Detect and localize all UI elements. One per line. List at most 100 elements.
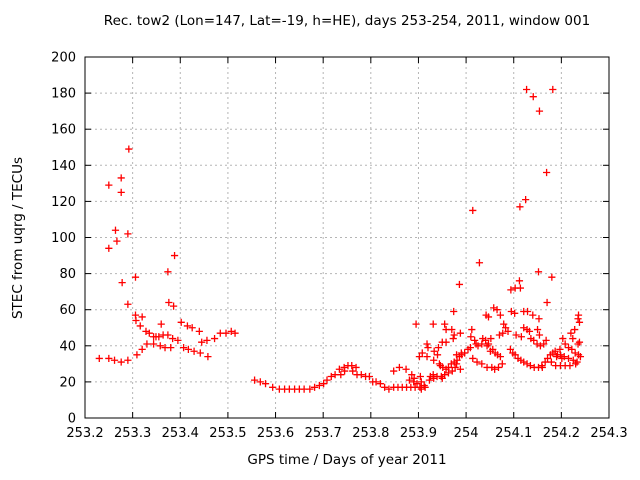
- data-point-marker: [311, 383, 319, 391]
- data-point-marker: [542, 168, 551, 177]
- data-point-marker: [412, 320, 420, 328]
- data-point-marker: [183, 322, 192, 330]
- data-point-marker: [349, 367, 357, 375]
- data-point-marker: [450, 307, 458, 316]
- data-point-marker: [327, 372, 335, 381]
- data-point-marker: [124, 356, 132, 364]
- data-point-marker: [105, 354, 113, 363]
- data-point-marker: [415, 353, 424, 361]
- data-point-marker: [261, 380, 270, 388]
- data-point-marker: [523, 360, 531, 368]
- data-point-marker: [478, 360, 486, 368]
- data-point-marker: [569, 356, 577, 364]
- data-point-marker: [184, 345, 192, 354]
- data-point-marker: [507, 286, 515, 294]
- data-point-marker: [437, 372, 445, 381]
- data-point-marker: [529, 93, 537, 101]
- data-point-marker: [530, 336, 538, 344]
- data-point-marker: [571, 325, 579, 334]
- data-point-marker: [315, 381, 323, 390]
- data-point-marker: [536, 342, 545, 350]
- data-point-marker: [323, 376, 331, 384]
- data-point-marker: [574, 315, 582, 323]
- data-point-marker: [522, 195, 530, 204]
- data-point-marker: [506, 345, 514, 354]
- data-point-marker: [474, 342, 482, 350]
- data-point-marker: [487, 334, 495, 343]
- data-point-marker: [551, 347, 559, 355]
- data-point-marker: [418, 349, 426, 357]
- x-tick-label: 253.2: [66, 426, 103, 441]
- data-point-marker: [495, 331, 504, 339]
- data-point-marker: [390, 367, 398, 375]
- data-point-marker: [516, 203, 524, 211]
- data-point-marker: [540, 340, 548, 348]
- data-point-marker: [423, 353, 431, 361]
- x-tick-label: 253.3: [114, 426, 151, 441]
- x-tick-label: 253.4: [162, 426, 199, 441]
- y-tick-label: 200: [51, 51, 76, 66]
- data-point-marker: [561, 340, 569, 348]
- data-point-marker: [113, 237, 121, 245]
- data-point-marker: [478, 340, 486, 348]
- data-point-marker: [352, 363, 360, 372]
- data-point-marker: [456, 365, 464, 373]
- data-point-marker: [525, 327, 534, 335]
- data-point-marker: [110, 356, 119, 364]
- data-point-marker: [442, 338, 450, 346]
- data-point-marker: [496, 353, 504, 361]
- data-point-marker: [484, 313, 493, 321]
- data-point-marker: [142, 327, 150, 335]
- data-point-marker: [170, 302, 178, 310]
- data-point-marker: [549, 85, 557, 94]
- data-point-marker: [471, 336, 479, 344]
- data-point-marker: [566, 362, 574, 370]
- data-point-marker: [483, 342, 491, 350]
- y-tick-label: 140: [51, 159, 76, 174]
- data-point-marker: [574, 340, 582, 348]
- data-point-marker: [222, 329, 230, 337]
- x-tick-label: 253.5: [209, 426, 246, 441]
- data-point-marker: [548, 273, 556, 281]
- data-point-marker: [95, 354, 103, 363]
- data-point-marker: [534, 268, 543, 276]
- data-point-marker: [522, 85, 531, 94]
- data-point-marker: [571, 349, 579, 357]
- y-tick-label: 180: [51, 87, 76, 102]
- y-tick-label: 40: [59, 339, 76, 354]
- data-point-marker: [131, 273, 140, 281]
- data-point-marker: [520, 324, 528, 332]
- y-tick-label: 80: [59, 267, 76, 282]
- data-point-marker: [491, 365, 499, 373]
- data-point-marker: [498, 360, 506, 368]
- data-point-marker: [195, 327, 203, 335]
- data-point-marker: [575, 338, 584, 346]
- data-point-marker: [167, 344, 175, 352]
- data-point-marker: [256, 378, 264, 386]
- data-point-marker: [482, 336, 490, 344]
- data-point-marker: [111, 226, 120, 234]
- data-point-marker: [180, 344, 188, 352]
- x-tick-label: 253.9: [400, 426, 437, 441]
- data-point-marker: [429, 320, 437, 328]
- data-point-marker: [169, 334, 177, 343]
- data-point-marker: [395, 363, 403, 372]
- data-point-marker: [490, 304, 498, 312]
- data-point-marker: [556, 351, 565, 359]
- data-point-marker: [434, 344, 443, 352]
- data-point-marker: [198, 338, 206, 346]
- data-point-marker: [155, 333, 163, 341]
- data-point-marker: [475, 259, 484, 267]
- data-point-marker: [423, 340, 431, 348]
- y-tick-label: 0: [68, 412, 76, 427]
- data-point-marker: [190, 347, 198, 355]
- data-point-marker: [564, 354, 573, 363]
- data-point-marker: [170, 251, 179, 260]
- data-point-marker: [448, 367, 456, 375]
- x-tick-label: 254.2: [543, 426, 580, 441]
- data-point-marker: [568, 345, 576, 354]
- data-point-marker: [511, 309, 519, 317]
- data-point-marker: [365, 372, 373, 381]
- data-point-marker: [408, 371, 416, 379]
